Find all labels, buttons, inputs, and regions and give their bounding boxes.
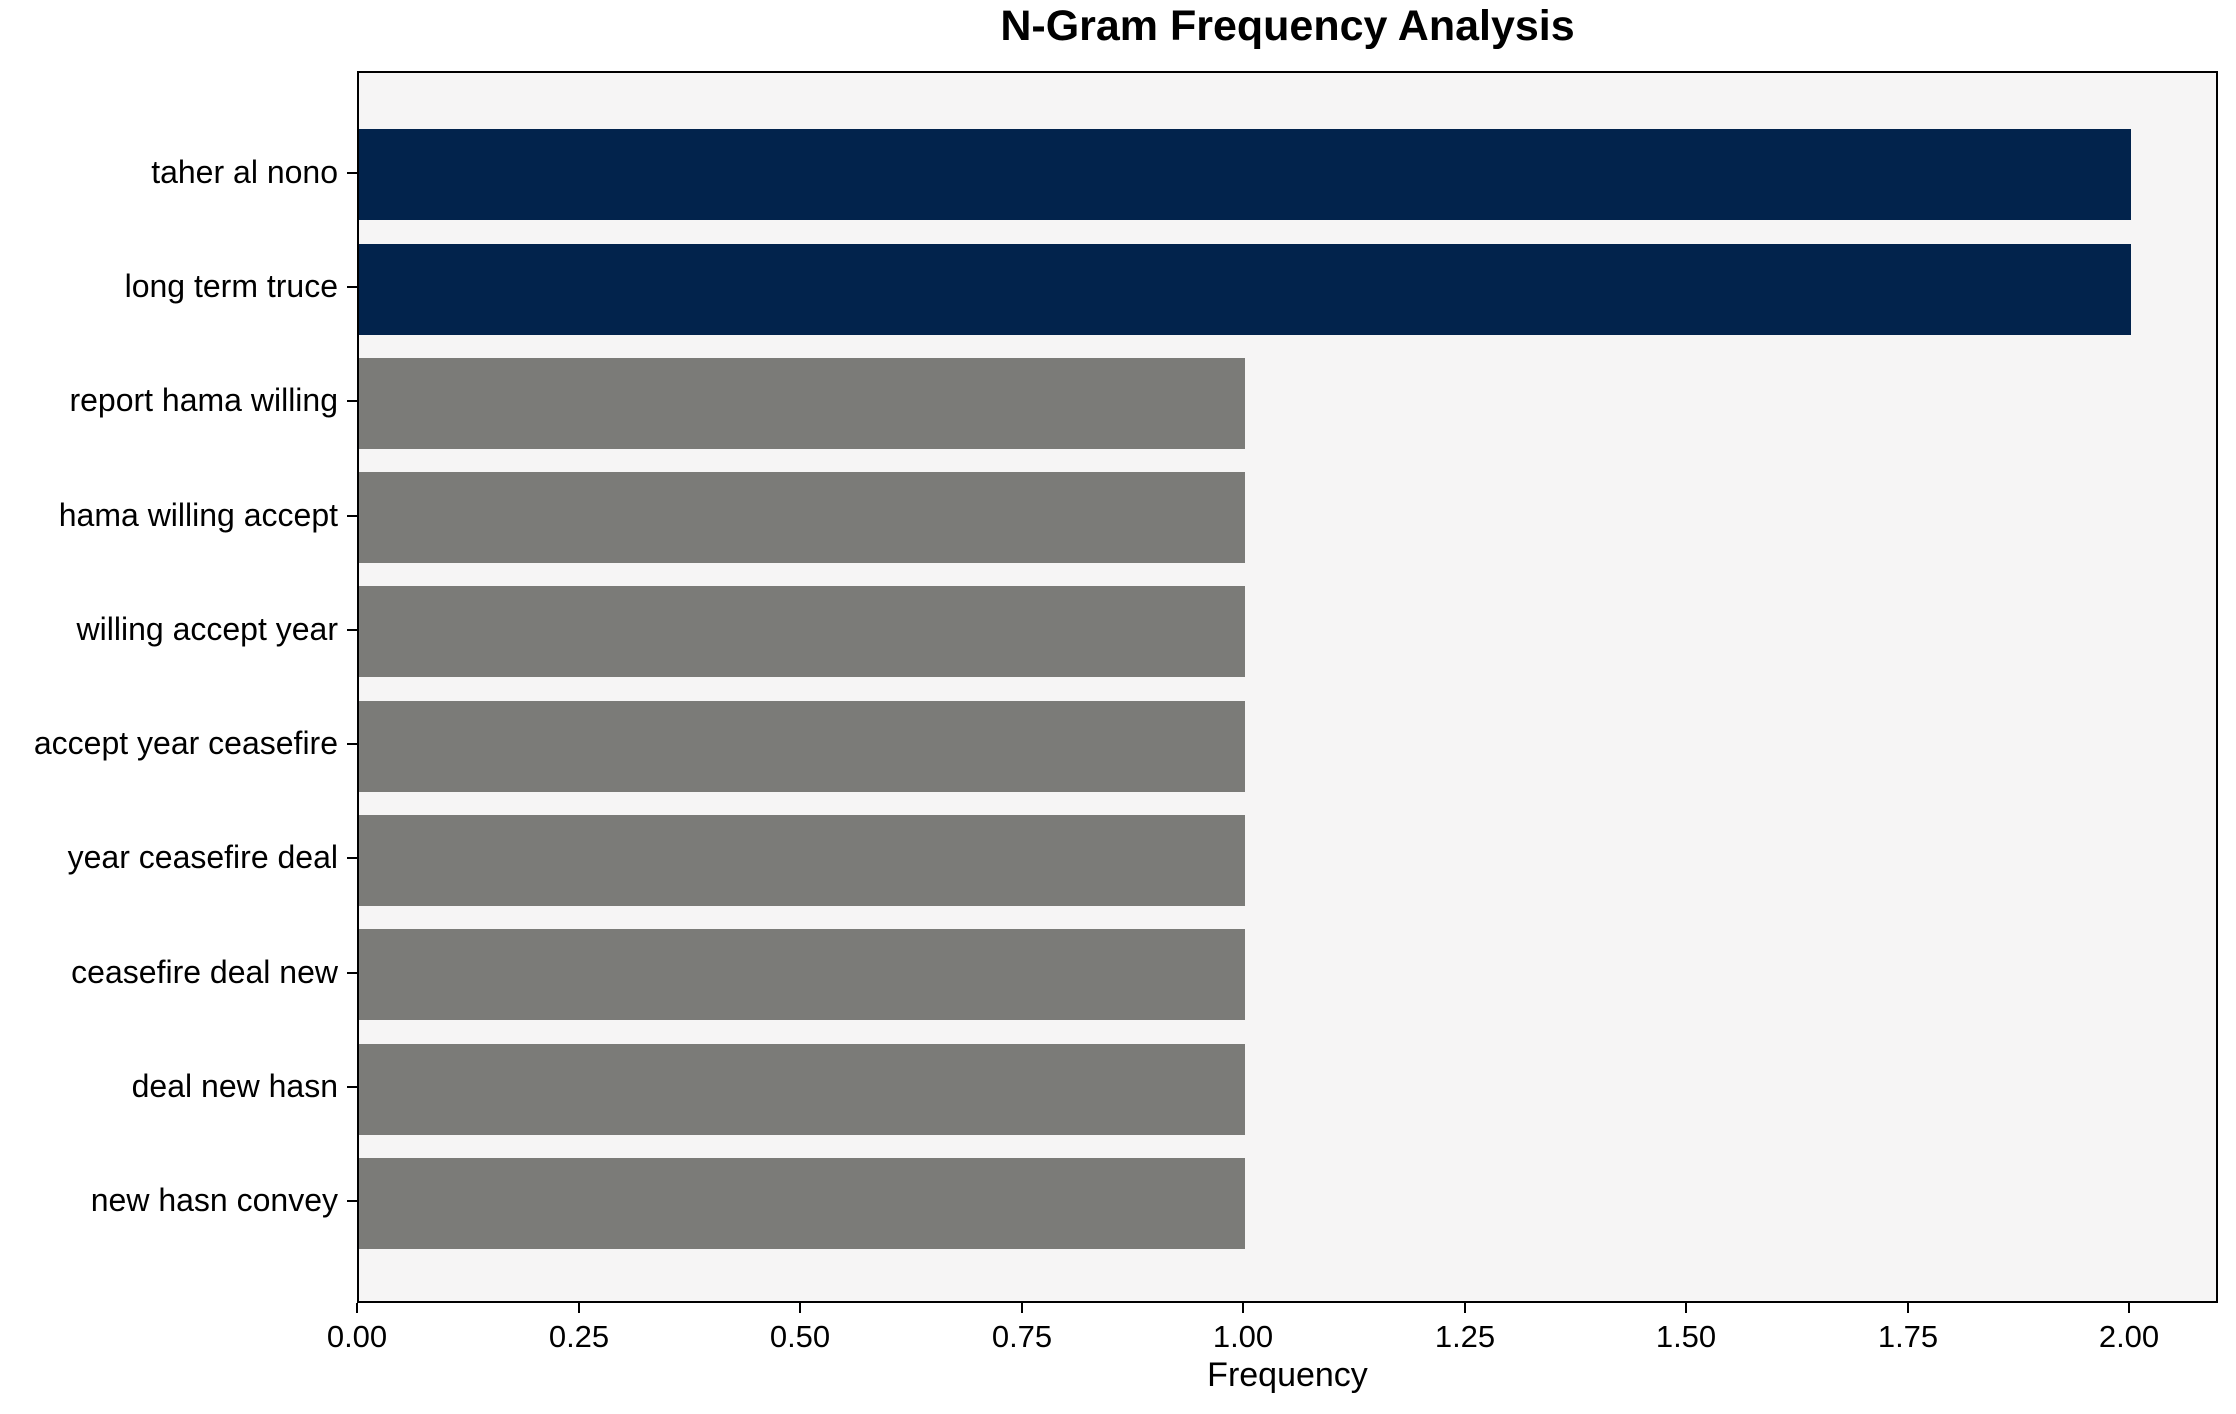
- x-tick-label: 1.50: [1655, 1319, 1717, 1354]
- y-tick-mark: [347, 743, 357, 745]
- y-tick-mark: [347, 286, 357, 288]
- x-tick-mark: [2128, 1303, 2130, 1313]
- y-tick-label: new hasn convey: [90, 1182, 338, 1218]
- x-tick-label: 0.75: [991, 1319, 1053, 1354]
- y-tick-label: deal new hasn: [131, 1068, 338, 1104]
- x-axis-title: Frequency: [1207, 1356, 1368, 1394]
- y-tick-label: hama willing accept: [58, 497, 338, 533]
- y-tick-mark: [347, 1200, 357, 1202]
- x-tick-mark: [1021, 1303, 1023, 1313]
- y-tick-mark: [347, 400, 357, 402]
- bar-ceasefire-deal-new: [359, 929, 1245, 1020]
- bar-year-ceasefire-deal: [359, 815, 1245, 906]
- x-tick-label: 2.00: [2098, 1319, 2160, 1354]
- y-tick-mark: [347, 515, 357, 517]
- bar-deal-new-hasn: [359, 1044, 1245, 1135]
- y-tick-label: report hama willing: [69, 382, 338, 418]
- x-tick-mark: [356, 1303, 358, 1313]
- x-tick-label: 0.25: [548, 1319, 610, 1354]
- bar-accept-year-ceasefire: [359, 701, 1245, 792]
- y-tick-mark: [347, 629, 357, 631]
- y-tick-mark: [347, 857, 357, 859]
- x-tick-label: 0.00: [326, 1319, 388, 1354]
- x-tick-mark: [578, 1303, 580, 1313]
- y-tick-label: accept year ceasefire: [33, 725, 338, 761]
- y-tick-label: long term truce: [124, 268, 338, 304]
- bar-new-hasn-convey: [359, 1158, 1245, 1249]
- x-tick-label: 1.25: [1434, 1319, 1496, 1354]
- x-tick-mark: [1242, 1303, 1244, 1313]
- x-tick-mark: [1464, 1303, 1466, 1313]
- x-tick-label: 1.75: [1877, 1319, 1939, 1354]
- y-tick-label: willing accept year: [76, 611, 338, 647]
- x-tick-mark: [1907, 1303, 1909, 1313]
- x-tick-label: 1.00: [1212, 1319, 1274, 1354]
- bar-hama-willing-accept: [359, 472, 1245, 563]
- bar-report-hama-willing: [359, 358, 1245, 449]
- x-tick-mark: [1685, 1303, 1687, 1313]
- bar-willing-accept-year: [359, 586, 1245, 677]
- bar-taher-al-nono: [359, 129, 2131, 220]
- y-tick-mark: [347, 172, 357, 174]
- y-tick-mark: [347, 1086, 357, 1088]
- bar-long-term-truce: [359, 244, 2131, 335]
- chart-title: N-Gram Frequency Analysis: [1000, 2, 1575, 50]
- y-tick-label: year ceasefire deal: [67, 839, 338, 875]
- x-tick-label: 0.50: [769, 1319, 831, 1354]
- plot-area: [357, 71, 2218, 1303]
- y-tick-label: ceasefire deal new: [71, 954, 338, 990]
- y-tick-label: taher al nono: [151, 154, 338, 190]
- y-tick-mark: [347, 972, 357, 974]
- x-tick-mark: [799, 1303, 801, 1313]
